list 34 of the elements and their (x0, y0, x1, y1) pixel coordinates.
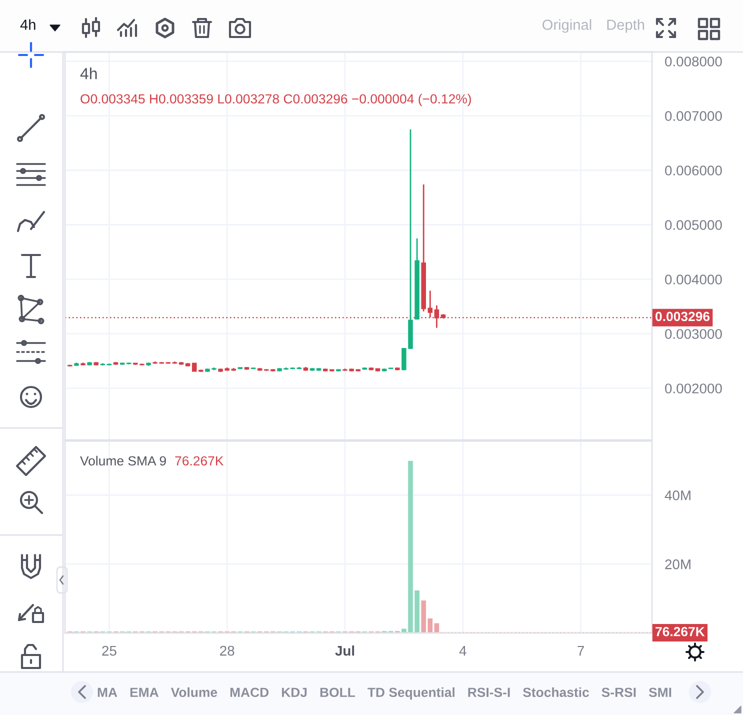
ref-line-label: 76.267K (656, 626, 705, 636)
y-tick-label: 0.007000 (665, 111, 722, 121)
text: Depth (607, 19, 644, 33)
text: 4h (20, 19, 36, 30)
text: SMI (648, 688, 672, 698)
x-tick-label: 28 (220, 646, 234, 656)
annotation: O0.003345 H0.003359 L0.003278 C0.003296 −0.000004 (−0.12%) (80, 94, 471, 106)
y-tick-label: 0.002000 (665, 384, 722, 394)
y-tick-label: 0.004000 (665, 274, 722, 284)
x-tick-label: Jul (335, 646, 354, 656)
x-tick-label: 7 (578, 646, 584, 656)
ref-line-label: 0.003296 (656, 312, 710, 322)
text: RSI-S-I (468, 688, 510, 698)
text: Volume (170, 687, 218, 698)
y-tick-label: 40M (664, 490, 690, 500)
text: TD Sequential (368, 687, 454, 700)
text: KDJ (282, 688, 307, 698)
y-tick-label: 0.008000 (665, 56, 722, 66)
text: Volume SMA 9 (80, 456, 166, 466)
x-tick-label: 4 (459, 646, 466, 656)
text: BOLL (320, 688, 355, 698)
x-tick-label: 25 (102, 646, 116, 656)
text: Stochastic (523, 687, 589, 698)
text: Original (542, 19, 592, 33)
text: MACD (230, 688, 269, 698)
y-tick-label: 0.005000 (665, 220, 722, 230)
y-tick-label: 0.003000 (665, 329, 722, 339)
text: EMA (130, 688, 158, 697)
text: 4h (80, 68, 97, 80)
y-tick-label: 0.006000 (665, 166, 722, 176)
annotation: 76.267K (175, 456, 224, 466)
text: S-RSI (602, 688, 636, 698)
text: MA (98, 688, 118, 697)
y-tick-label: 20M (665, 559, 690, 570)
